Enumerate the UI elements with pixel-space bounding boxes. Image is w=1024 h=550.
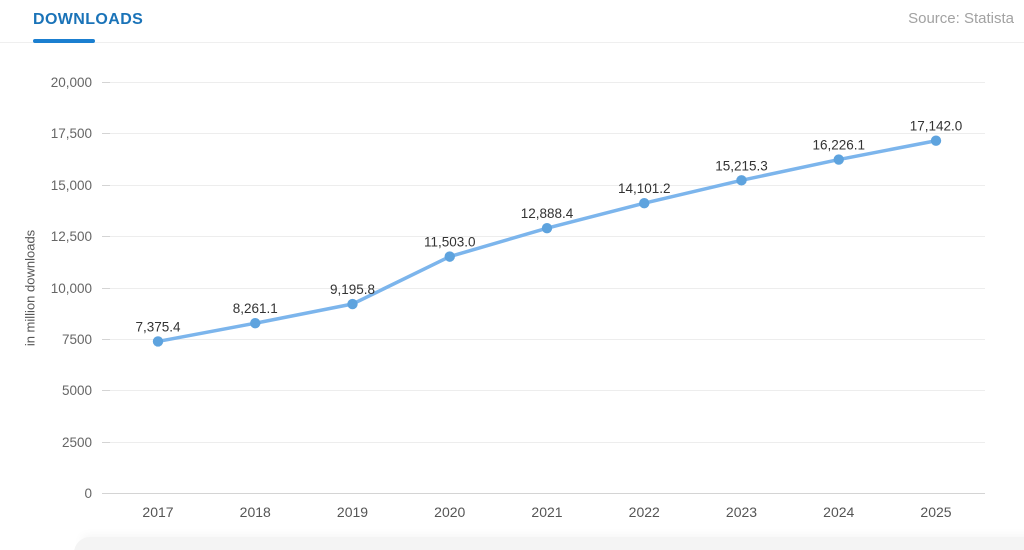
data-label: 11,503.0 xyxy=(424,235,476,250)
x-tick-label: 2025 xyxy=(920,504,951,520)
data-point[interactable] xyxy=(347,298,358,310)
x-tick-label: 2024 xyxy=(823,504,854,520)
x-tick-label: 2022 xyxy=(629,504,660,520)
y-tick-label: 15,000 xyxy=(51,178,92,193)
x-tick-label: 2018 xyxy=(240,504,271,520)
data-label: 14,101.2 xyxy=(618,181,671,196)
chart-header: DOWNLOADS Source: Statista xyxy=(0,0,1024,44)
data-point[interactable] xyxy=(250,318,261,329)
x-tick-label: 2020 xyxy=(434,504,465,520)
data-point[interactable] xyxy=(541,222,553,234)
data-label: 16,226.1 xyxy=(812,138,865,153)
x-tick-label: 2019 xyxy=(337,504,368,520)
data-point[interactable] xyxy=(833,154,844,165)
data-point[interactable] xyxy=(930,135,942,146)
data-label: 9,195.8 xyxy=(330,282,375,297)
data-point[interactable] xyxy=(639,198,650,209)
data-point[interactable] xyxy=(444,251,455,262)
y-tick-label: 7500 xyxy=(62,332,92,347)
x-tick-label: 2021 xyxy=(531,504,562,520)
y-tick-label: 12,500 xyxy=(51,229,92,244)
data-label: 7,375.4 xyxy=(135,319,181,334)
y-tick-label: 2500 xyxy=(62,435,92,450)
x-tick-label: 2023 xyxy=(726,504,757,520)
tab-downloads[interactable]: DOWNLOADS xyxy=(33,11,144,43)
chart-title: DOWNLOADS xyxy=(33,11,144,28)
x-tick-label: 2017 xyxy=(142,504,173,520)
data-point[interactable] xyxy=(736,175,747,186)
data-point[interactable] xyxy=(152,336,164,347)
data-label: 8,261.1 xyxy=(233,301,278,316)
data-label: 12,888.4 xyxy=(521,206,574,221)
y-tick-label: 20,000 xyxy=(51,75,92,90)
y-tick-label: 5000 xyxy=(62,383,92,398)
tab-active-indicator xyxy=(33,39,95,43)
data-label: 15,215.3 xyxy=(715,158,768,173)
data-label: 17,142.0 xyxy=(910,119,963,134)
source-attribution: Source: Statista xyxy=(908,10,1014,27)
next-card-edge xyxy=(74,537,1024,550)
y-tick-label: 10,000 xyxy=(51,281,92,296)
y-tick-label: 0 xyxy=(84,486,92,501)
y-tick-label: 17,500 xyxy=(51,126,92,141)
header-divider xyxy=(0,42,1024,43)
y-axis-title: in million downloads xyxy=(22,229,38,347)
